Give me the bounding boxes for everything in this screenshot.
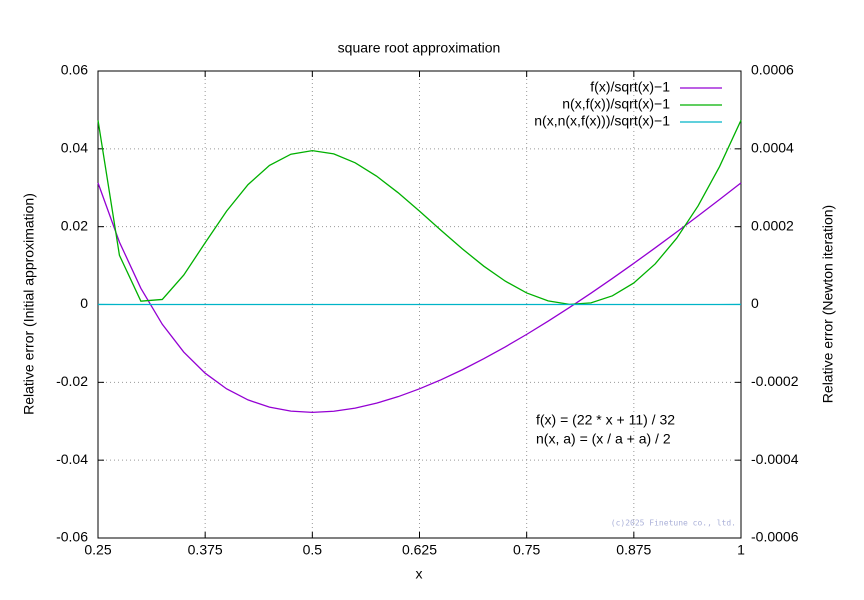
y2-tick-label: 0.0002 bbox=[751, 217, 794, 233]
y-tick-label: 0.06 bbox=[61, 62, 88, 78]
x-tick-label: 0.875 bbox=[616, 542, 651, 558]
y-axis-label: Relative error (Initial approximation) bbox=[21, 193, 37, 415]
annotation: f(x) = (22 * x + 11) / 32 bbox=[536, 412, 675, 428]
x-tick-label: 0.25 bbox=[84, 542, 111, 558]
y-tick-label: -0.06 bbox=[56, 529, 88, 545]
y2-tick-label: -0.0006 bbox=[751, 529, 799, 545]
legend-label: f(x)/sqrt(x)−1 bbox=[590, 79, 670, 95]
y-tick-label: 0 bbox=[80, 295, 88, 311]
x-tick-label: 1 bbox=[737, 542, 745, 558]
legend-label: n(x,f(x))/sqrt(x)−1 bbox=[562, 96, 670, 112]
y2-tick-label: 0.0006 bbox=[751, 62, 794, 78]
x-tick-label: 0.375 bbox=[188, 542, 223, 558]
x-tick-label: 0.75 bbox=[513, 542, 540, 558]
x-axis-label: x bbox=[416, 566, 423, 582]
x-tick-label: 0.5 bbox=[303, 542, 323, 558]
legend-label: n(x,n(x,f(x)))/sqrt(x)−1 bbox=[534, 113, 670, 129]
y-tick-label: -0.02 bbox=[56, 373, 88, 389]
annotation: n(x, a) = (x / a + a) / 2 bbox=[536, 431, 671, 447]
chart-title: square root approximation bbox=[338, 40, 501, 56]
y2-axis-label: Relative error (Newton iteration) bbox=[820, 205, 836, 403]
y-tick-label: 0.04 bbox=[61, 140, 88, 156]
line-series bbox=[97, 119, 742, 306]
y2-tick-label: 0.0004 bbox=[751, 140, 794, 156]
y2-tick-label: 0 bbox=[751, 295, 759, 311]
watermark: (c)2025 Finetune co., ltd. bbox=[611, 519, 736, 528]
x-tick-label: 0.625 bbox=[402, 542, 437, 558]
y-tick-label: 0.02 bbox=[61, 217, 88, 233]
line-series bbox=[97, 182, 742, 414]
y2-tick-label: -0.0002 bbox=[751, 373, 799, 389]
y2-tick-label: -0.0004 bbox=[751, 451, 799, 467]
y-tick-label: -0.04 bbox=[56, 451, 88, 467]
